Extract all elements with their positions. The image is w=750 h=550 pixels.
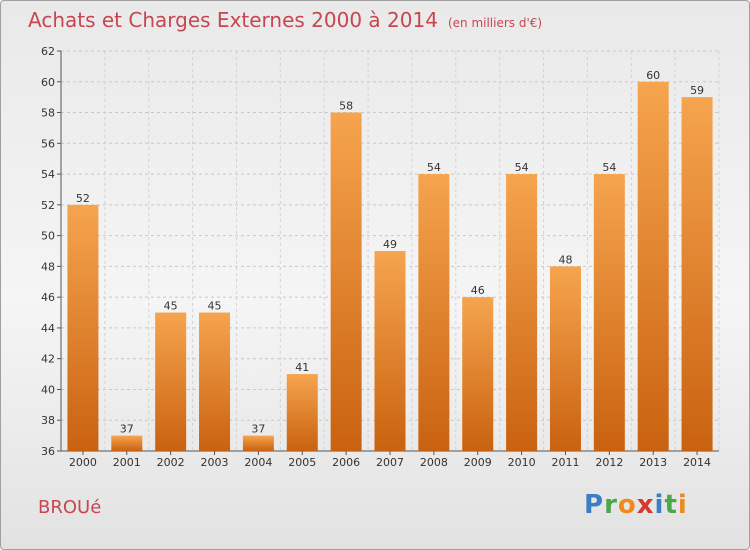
chart-title-text: Achats et Charges Externes 2000 à 2014 <box>28 8 438 32</box>
bar <box>155 312 187 451</box>
bar <box>506 174 538 452</box>
commune-name: BROUé <box>38 497 102 518</box>
y-tick-label: 38 <box>41 414 55 427</box>
x-tick-label: 2002 <box>157 456 185 469</box>
y-tick-label: 54 <box>41 168 55 181</box>
bar <box>418 174 450 452</box>
axes: 36 38 40 42 44 46 48 50 52 54 56 58 60 62 2000 2001 2002… <box>41 45 719 469</box>
data-labels: 52 37 45 45 37 41 58 49 54 46 54 48 54 60 59 <box>76 69 704 436</box>
y-tick-label: 48 <box>41 260 55 273</box>
y-tick-label: 56 <box>41 137 55 150</box>
bar <box>549 266 581 451</box>
proxiti-logo: Proxiti <box>584 490 688 520</box>
x-tick-label: 2012 <box>595 456 623 469</box>
x-tick-label: 2005 <box>288 456 316 469</box>
data-label: 45 <box>164 300 178 313</box>
x-tick-label: 2008 <box>420 456 448 469</box>
y-tick-label: 52 <box>41 199 55 212</box>
y-tick-label: 44 <box>41 322 55 335</box>
chart-subtitle: (en milliers d'€) <box>447 16 543 30</box>
x-tick-label: 2010 <box>508 456 536 469</box>
data-label: 37 <box>251 423 265 436</box>
y-tick-label: 42 <box>41 353 55 366</box>
data-label: 60 <box>646 69 660 82</box>
bar <box>330 112 362 452</box>
x-tick-label: 2004 <box>244 456 272 469</box>
data-label: 54 <box>427 161 441 174</box>
data-label: 37 <box>120 423 134 436</box>
data-label: 52 <box>76 192 90 205</box>
bar <box>199 312 231 451</box>
y-tick-label: 62 <box>41 45 55 58</box>
bar <box>374 251 406 451</box>
x-tick-label: 2009 <box>464 456 492 469</box>
bar <box>593 174 625 452</box>
bars <box>67 81 713 452</box>
y-tick-label: 58 <box>41 107 55 120</box>
data-label: 48 <box>558 253 572 266</box>
bar <box>242 435 274 451</box>
x-tick-label: 2000 <box>69 456 97 469</box>
bar <box>286 374 318 451</box>
data-label: 54 <box>515 161 529 174</box>
chart-title: Achats et Charges Externes 2000 à 2014 (e… <box>28 8 542 32</box>
x-tick-label: 2013 <box>639 456 667 469</box>
y-tick-label: 36 <box>41 445 55 458</box>
data-label: 49 <box>383 238 397 251</box>
y-tick-label: 50 <box>41 230 55 243</box>
data-label: 58 <box>339 100 353 113</box>
x-tick-label: 2006 <box>332 456 360 469</box>
data-label: 59 <box>690 84 704 97</box>
data-label: 46 <box>471 284 485 297</box>
data-label: 45 <box>208 300 222 313</box>
y-tick-label: 60 <box>41 76 55 89</box>
bar <box>681 97 713 452</box>
x-tick-label: 2014 <box>683 456 711 469</box>
x-tick-label: 2003 <box>201 456 229 469</box>
y-tick-label: 40 <box>41 383 55 396</box>
data-label: 54 <box>602 161 616 174</box>
x-tick-label: 2001 <box>113 456 141 469</box>
x-tick-label: 2011 <box>551 456 579 469</box>
data-label: 41 <box>295 361 309 374</box>
bar <box>67 204 99 451</box>
bar <box>462 297 494 451</box>
y-tick-label: 46 <box>41 291 55 304</box>
bar <box>637 81 669 452</box>
bar <box>111 435 143 451</box>
x-tick-label: 2007 <box>376 456 404 469</box>
